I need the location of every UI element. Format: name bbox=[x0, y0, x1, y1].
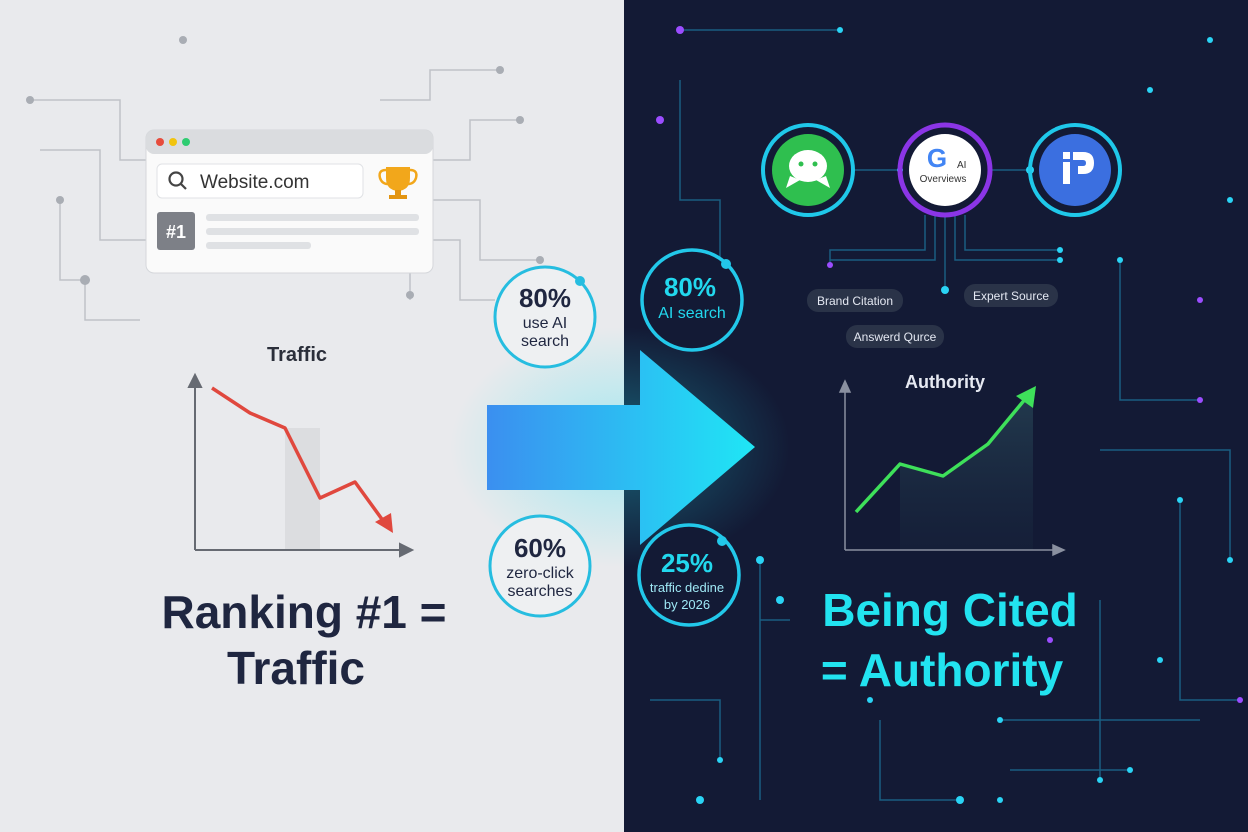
trend-arrowhead-down bbox=[375, 513, 393, 533]
svg-text:traffic dedine: traffic dedine bbox=[650, 580, 724, 595]
circuit-node bbox=[1227, 557, 1233, 563]
result-line bbox=[206, 228, 419, 235]
svg-text:zero-click: zero-click bbox=[506, 565, 575, 582]
traffic-chart-title: Traffic bbox=[267, 344, 327, 366]
left-headline-line2: Traffic bbox=[227, 642, 365, 694]
tag-expert-source: Expert Source bbox=[964, 284, 1058, 307]
circuit-node bbox=[1117, 257, 1123, 263]
svg-text:Brand Citation: Brand Citation bbox=[817, 294, 893, 308]
stat-80-ai-search: 80% AI search bbox=[640, 248, 744, 352]
tag-answer-source: Answerd Qurce bbox=[846, 325, 944, 348]
circuit-node bbox=[1057, 257, 1063, 263]
circuit-node bbox=[1157, 657, 1163, 663]
svg-text:searches: searches bbox=[508, 583, 573, 600]
circuit-node bbox=[656, 116, 664, 124]
circuit-node bbox=[717, 757, 723, 763]
circuit-node bbox=[1047, 637, 1053, 643]
circuit-node bbox=[997, 797, 1003, 803]
circuit-node bbox=[1147, 87, 1153, 93]
google-ai-overviews-badge[interactable]: G AI Overviews bbox=[897, 122, 993, 218]
right-headline-line2: = Authority bbox=[821, 644, 1064, 696]
circuit-lines-left bbox=[30, 69, 540, 321]
google-icon: G bbox=[927, 143, 947, 173]
circuit-node bbox=[756, 556, 764, 564]
circuit-node bbox=[1057, 247, 1063, 253]
close-dot bbox=[156, 138, 164, 146]
chat-bubble-icon bbox=[786, 150, 830, 188]
left-headline-line1: Ranking #1 = bbox=[161, 586, 446, 638]
trophy-icon bbox=[378, 167, 418, 199]
authority-chart-title: Authority bbox=[905, 372, 985, 392]
perplexity-badge[interactable] bbox=[1028, 123, 1122, 217]
result-line bbox=[206, 242, 311, 249]
stat-25-traffic-decline: 25% traffic dedine by 2026 bbox=[637, 523, 741, 627]
browser-window: Website.com #1 bbox=[145, 129, 434, 274]
svg-text:use AI: use AI bbox=[523, 315, 567, 332]
tag-brand-citation: Brand Citation bbox=[807, 289, 903, 312]
search-bar[interactable] bbox=[156, 163, 364, 199]
circuit-node bbox=[1177, 497, 1183, 503]
circuit-node bbox=[1197, 297, 1203, 303]
circuit-nodes-left bbox=[26, 36, 544, 299]
rank-badge-text: #1 bbox=[166, 222, 186, 242]
circuit-node bbox=[776, 596, 784, 604]
circuit-node bbox=[1237, 697, 1243, 703]
stat-60-zero-click: 60% zero-click searches bbox=[488, 514, 592, 618]
circuit-nodes-right bbox=[656, 26, 1243, 804]
maximize-dot bbox=[182, 138, 190, 146]
url-text: Website.com bbox=[200, 172, 309, 193]
result-line bbox=[206, 214, 419, 221]
circuit-node bbox=[956, 796, 964, 804]
circuit-node bbox=[837, 27, 843, 33]
svg-text:80%: 80% bbox=[519, 283, 571, 313]
svg-text:search: search bbox=[521, 333, 569, 350]
perplexity-p-icon bbox=[1063, 152, 1094, 184]
circuit-node bbox=[1197, 397, 1203, 403]
circuit-node bbox=[1127, 767, 1133, 773]
svg-text:Answerd Qurce: Answerd Qurce bbox=[854, 330, 937, 344]
circuit-lines-right bbox=[650, 29, 1240, 801]
circuit-node bbox=[867, 697, 873, 703]
authority-trend-line bbox=[854, 396, 1028, 514]
circuit-node bbox=[1097, 777, 1103, 783]
authority-axes bbox=[838, 379, 1066, 557]
circuit-node bbox=[1227, 197, 1233, 203]
svg-text:Expert Source: Expert Source bbox=[973, 289, 1049, 303]
chat-app-badge[interactable] bbox=[761, 123, 855, 217]
circuit-node bbox=[696, 796, 704, 804]
transition-arrow bbox=[487, 350, 755, 545]
svg-text:60%: 60% bbox=[514, 533, 566, 563]
google-overviews-label: Overviews bbox=[920, 174, 967, 185]
traffic-trend-line bbox=[211, 386, 386, 524]
svg-text:25%: 25% bbox=[661, 548, 713, 578]
circuit-node bbox=[941, 286, 949, 294]
circuit-node bbox=[1207, 37, 1213, 43]
search-icon bbox=[168, 171, 187, 190]
circuit-node bbox=[676, 26, 684, 34]
trend-arrowhead-up bbox=[1016, 386, 1036, 408]
rank-badge bbox=[157, 212, 195, 250]
circuit-node bbox=[827, 262, 833, 268]
stat-80-use-ai-search: 80% use AI search bbox=[493, 265, 597, 369]
minimize-dot bbox=[169, 138, 177, 146]
google-ai-label: AI bbox=[957, 160, 966, 171]
svg-text:80%: 80% bbox=[664, 272, 716, 302]
traffic-axes bbox=[187, 372, 415, 558]
right-headline-line1: Being Cited bbox=[822, 584, 1078, 636]
circuit-node bbox=[997, 717, 1003, 723]
svg-text:by 2026: by 2026 bbox=[664, 597, 710, 612]
svg-text:AI search: AI search bbox=[658, 305, 726, 322]
